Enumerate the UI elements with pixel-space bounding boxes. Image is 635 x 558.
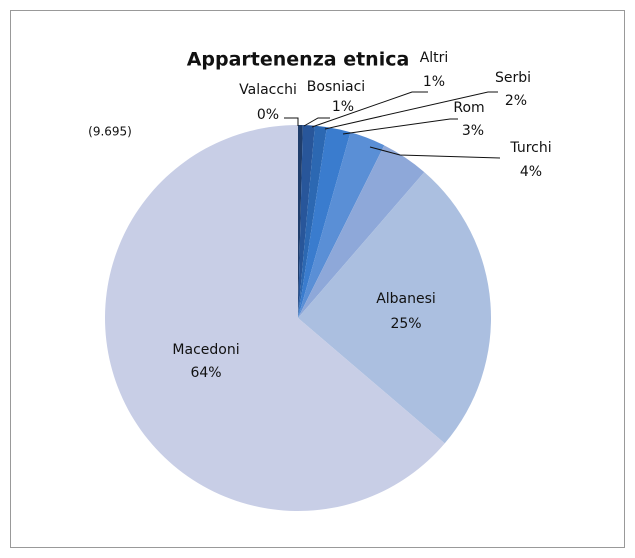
pie-slice — [298, 132, 385, 318]
slice-value-label: 2% — [505, 93, 527, 109]
pie-slice — [298, 125, 315, 318]
slice-value-label: 4% — [520, 164, 542, 180]
slice-value-label: 25% — [390, 316, 421, 332]
slice-value-label: 64% — [190, 365, 221, 381]
pie-slice — [298, 172, 491, 444]
pie-slice — [298, 125, 303, 318]
slice-label: Bosniaci — [307, 79, 365, 95]
slice-value-label: 0% — [257, 107, 279, 123]
slice-label: Valacchi — [239, 82, 297, 98]
slice-label: Altri — [420, 50, 449, 66]
pie-slice — [298, 127, 351, 319]
pie-slice — [298, 145, 425, 318]
slice-label: Serbi — [495, 70, 531, 86]
slice-label: Turchi — [509, 140, 551, 156]
leader-line — [303, 117, 330, 127]
pie-slice — [104, 125, 445, 511]
slice-value-label: 3% — [462, 123, 484, 139]
leader-line — [342, 118, 458, 135]
leader-line — [369, 146, 501, 159]
chart-title: Appartenenza etnica — [187, 49, 410, 71]
annotation: (9.695) — [88, 125, 132, 139]
slice-value-label: 1% — [332, 99, 354, 115]
pie-slice — [298, 125, 327, 318]
leader-line — [324, 91, 498, 130]
slice-label: Macedoni — [172, 342, 239, 358]
leader-line — [284, 117, 299, 126]
slice-label: Rom — [453, 100, 484, 116]
slice-label: Albanesi — [376, 291, 436, 307]
slice-value-label: 1% — [423, 74, 445, 90]
leader-line — [311, 91, 428, 128]
